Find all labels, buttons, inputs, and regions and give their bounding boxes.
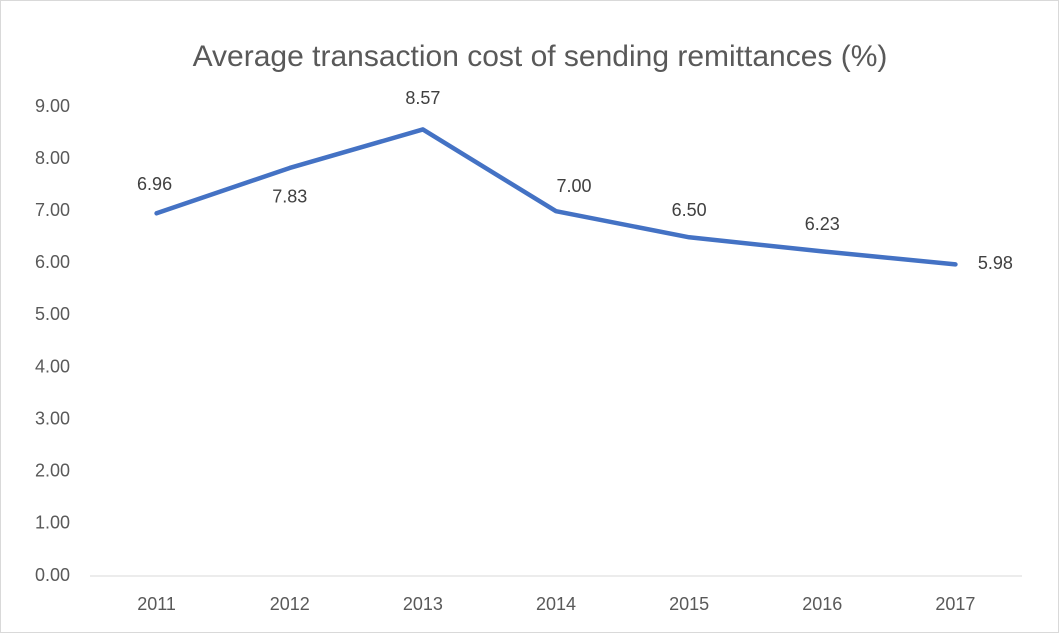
data-label: 7.83 <box>272 187 307 207</box>
x-tick-label: 2017 <box>935 594 975 614</box>
y-tick-label: 0.00 <box>35 565 70 585</box>
data-label: 8.57 <box>405 88 440 108</box>
y-tick-label: 2.00 <box>35 461 70 481</box>
data-label: 7.00 <box>556 176 591 196</box>
x-tick-label: 2012 <box>270 594 310 614</box>
x-tick-label: 2016 <box>802 594 842 614</box>
y-tick-label: 4.00 <box>35 356 70 376</box>
data-label: 5.98 <box>978 253 1013 273</box>
x-tick-label: 2014 <box>536 594 576 614</box>
y-tick-label: 8.00 <box>35 148 70 168</box>
data-label: 6.96 <box>137 174 172 194</box>
y-tick-label: 9.00 <box>35 96 70 116</box>
x-tick-label: 2015 <box>669 594 709 614</box>
chart-title: Average transaction cost of sending remi… <box>193 40 888 73</box>
x-tick-label: 2011 <box>137 594 176 614</box>
y-tick-label: 3.00 <box>35 408 70 428</box>
line-series <box>154 127 958 267</box>
y-tick-label: 1.00 <box>35 513 70 533</box>
y-tick-label: 5.00 <box>35 304 70 324</box>
data-label: 6.50 <box>672 200 707 220</box>
y-tick-label: 7.00 <box>35 200 70 220</box>
x-tick-label: 2013 <box>403 594 443 614</box>
y-tick-label: 6.00 <box>35 252 70 272</box>
data-label: 6.23 <box>805 214 840 234</box>
